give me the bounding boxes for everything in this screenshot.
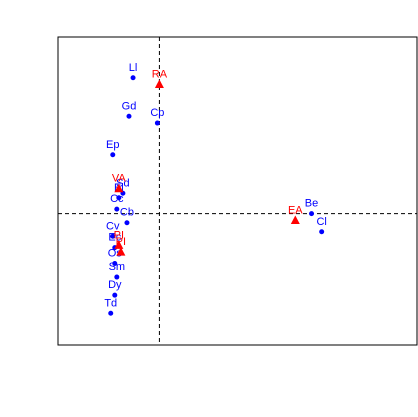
point-td-label: Td: [104, 297, 117, 309]
point-dy-label: Dy: [108, 279, 122, 291]
point-va-marker: [114, 183, 124, 193]
point-ra-marker: [154, 79, 164, 89]
point-ra-label: RA: [152, 69, 168, 81]
point-sm-marker: [114, 274, 120, 280]
point-pi-label: PI: [114, 229, 124, 241]
point-gd-label: Gd: [122, 100, 137, 112]
point-cp-label: Cp: [150, 107, 164, 119]
point-dy-marker: [112, 292, 118, 298]
point-cp-marker: [154, 120, 160, 126]
point-cb-label: Cb: [120, 207, 134, 219]
point-td-marker: [108, 310, 114, 316]
point-cc-marker: [114, 206, 120, 212]
point-cc-label: Cc: [110, 193, 124, 205]
point-ec-label: Ec: [108, 232, 121, 244]
point-el-marker: [116, 195, 122, 201]
point-cl-marker: [319, 229, 325, 235]
point-cb-marker: [124, 220, 130, 226]
plot-frame: [57, 36, 418, 346]
point-be-marker: [309, 211, 315, 217]
point-cl-label: Cl: [316, 216, 326, 228]
point-ep-marker: [110, 152, 116, 158]
point-gd-marker: [126, 113, 132, 119]
point-pi-marker: [114, 240, 124, 249]
point-ea-marker: [290, 215, 300, 224]
point-cv-marker: [110, 233, 116, 239]
point-os-label: Os: [108, 247, 123, 259]
point-sm-label: Sm: [109, 261, 126, 273]
point-cv-label: Cv: [106, 220, 120, 232]
point-va-label: VA: [112, 173, 127, 185]
point-pi-marker: [116, 247, 126, 256]
point-ll-label: Ll: [129, 62, 138, 74]
point-pi-label: PI: [116, 236, 126, 248]
point-os-marker: [112, 260, 118, 266]
point-ll-marker: [130, 75, 136, 81]
point-ea-label: EA: [288, 204, 303, 216]
data-marks: LlGdCpEpSdElCcCbCvEcOsSmDyTdBeClRAVAPIPI…: [104, 62, 327, 316]
point-ep-label: Ep: [106, 139, 119, 151]
point-be-label: Be: [305, 198, 318, 210]
